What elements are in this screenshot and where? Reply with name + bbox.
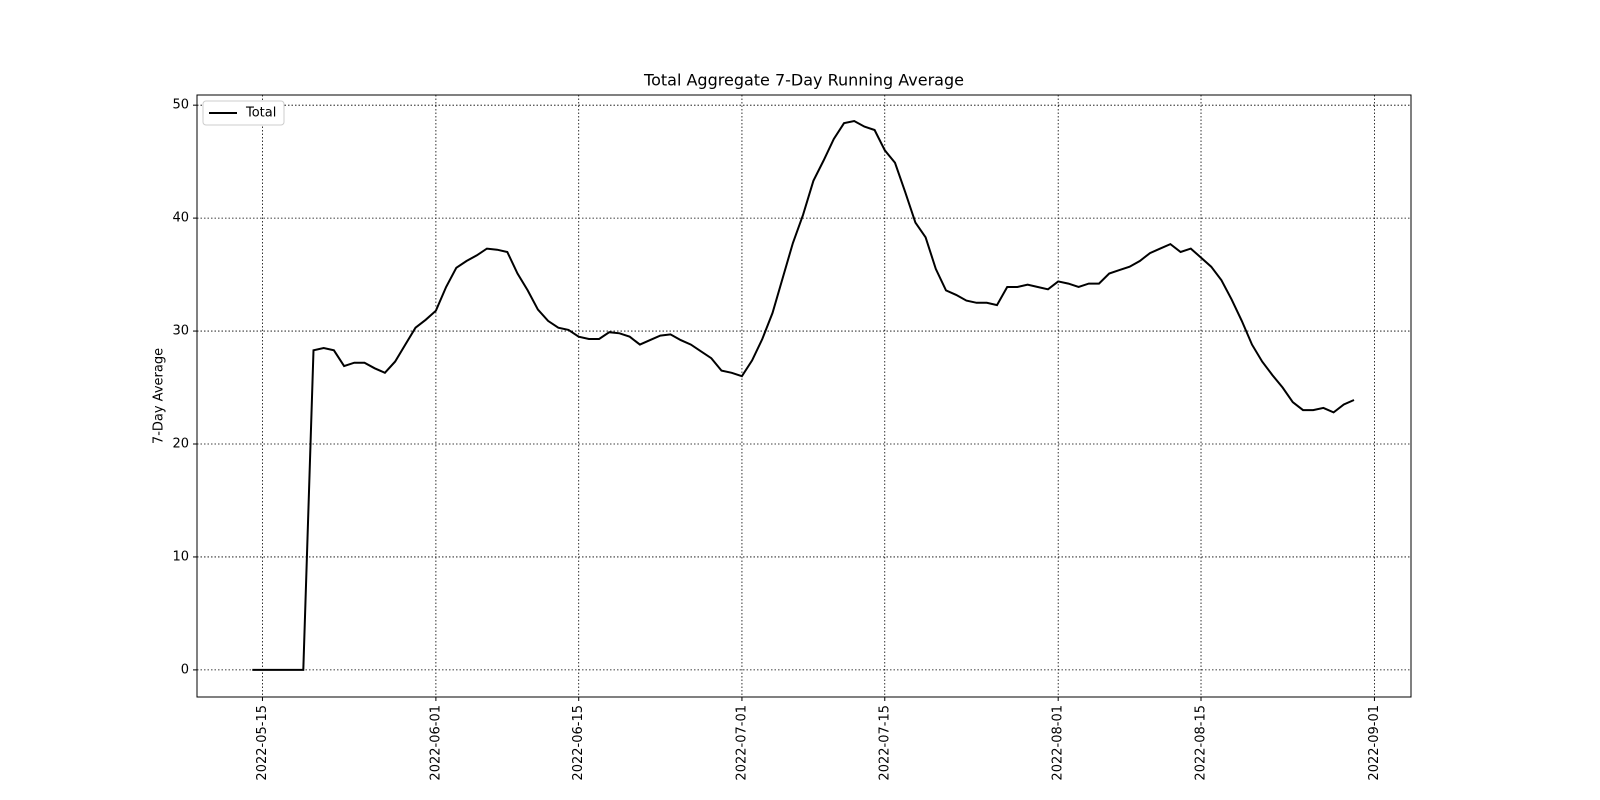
y-tick-label: 20 bbox=[172, 437, 189, 452]
chart-title: Total Aggregate 7-Day Running Average bbox=[643, 71, 964, 90]
plot-frame bbox=[196, 94, 1412, 698]
data-line bbox=[252, 119, 1355, 671]
y-tick-label: 50 bbox=[172, 98, 189, 113]
y-tick-label: 40 bbox=[172, 211, 189, 226]
x-tick-label: 2022-05-15 bbox=[255, 705, 270, 781]
y-tick-label: 30 bbox=[172, 324, 189, 339]
legend-box bbox=[202, 100, 285, 126]
x-tick-label: 2022-08-01 bbox=[1051, 705, 1066, 781]
y-tick-label: 0 bbox=[181, 662, 189, 677]
x-tick-label: 2022-06-01 bbox=[428, 705, 443, 781]
legend-label: Total bbox=[245, 106, 276, 121]
x-tick-label: 2022-06-15 bbox=[571, 705, 586, 781]
x-tick-label: 2022-09-01 bbox=[1367, 705, 1382, 781]
x-tick-label: 2022-08-15 bbox=[1194, 705, 1209, 781]
x-tick-label: 2022-07-01 bbox=[734, 705, 749, 781]
x-tick-label: 2022-07-15 bbox=[877, 705, 892, 781]
legend: Total bbox=[202, 100, 285, 126]
y-axis-label: 7-Day Average bbox=[152, 348, 167, 444]
y-tick-label: 10 bbox=[172, 549, 189, 564]
